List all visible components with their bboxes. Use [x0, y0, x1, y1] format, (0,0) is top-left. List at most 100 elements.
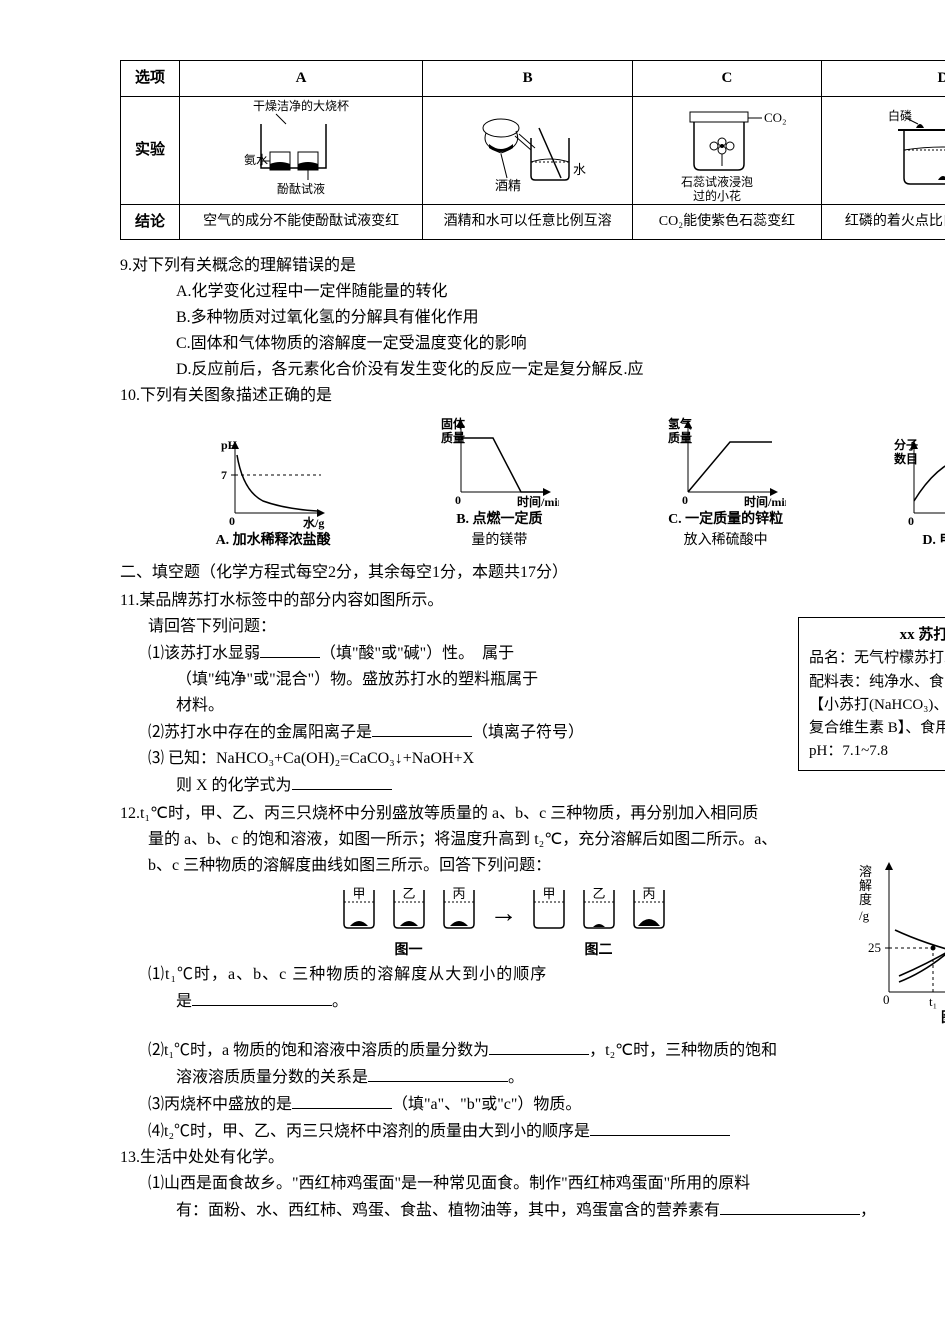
q9-optA: A.化学变化过程中一定伴随能量的转化 — [120, 280, 945, 304]
box-l1: 品名：无气柠檬苏打水饮料 — [809, 647, 945, 670]
tbl-col-D: D — [821, 61, 945, 97]
svg-text:甲: 甲 — [352, 886, 365, 901]
q9-stem: 9.对下列有关概念的理解错误的是 — [120, 254, 945, 278]
svg-text:/g: /g — [859, 908, 870, 923]
q12-p4: ⑷t₂℃时，甲、乙、丙三只烧杯中溶剂的质量由大到小的顺序是 — [120, 1119, 945, 1144]
svg-text:解: 解 — [859, 878, 872, 893]
box-l3: 【小苏打(NaHCO₃)、维生素 C、 — [809, 694, 945, 717]
q9-optD: D.反应前后，各元素化合价没有发生变化的反应一定是复分解反.应 — [120, 358, 945, 382]
blank[interactable] — [192, 989, 332, 1006]
svg-text:丙: 丙 — [452, 886, 465, 901]
lbl-C-flower2: 过的小花 — [693, 188, 741, 203]
exp-B-cell: 酒精 水 — [423, 96, 633, 204]
svg-text:0: 0 — [883, 992, 890, 1007]
chartB-yl1: 固体 — [441, 416, 466, 431]
svg-text:度: 度 — [859, 892, 872, 907]
blank[interactable] — [260, 641, 320, 658]
concl-A: 空气的成分不能使酚酞试液变红 — [180, 204, 423, 240]
section2-head: 二、填空题（化学方程式每空2分，其余每空1分，本题共17分） — [120, 561, 945, 585]
blank[interactable] — [292, 773, 392, 790]
svg-text:0: 0 — [908, 514, 914, 528]
svg-text:乙: 乙 — [592, 886, 605, 901]
chartB-cap1: B. 点燃一定质 — [456, 509, 542, 530]
q12-p2: ⑵t₁℃时，a 物质的饱和溶液中溶质的质量分数为，t₂℃时，三种物质的饱和 — [120, 1038, 945, 1063]
exp-C-cell: CO₂ 石蕊试液浸泡 过的小花 — [633, 96, 822, 204]
q12-t1: t₁ — [929, 994, 937, 1009]
q10-charts-row: 7 pH 水/g 0 A. 加水稀释浓盐酸 固体 质量 时间/min 0 B. … — [160, 414, 945, 551]
q12-p2c: 溶液溶质质量分数的关系是。 — [120, 1065, 945, 1090]
lbl-C-flower1: 石蕊试液浸泡 — [681, 174, 753, 189]
q9-optB: B.多种物质对过氧化氢的分解具有催化作用 — [120, 306, 945, 330]
blank[interactable] — [720, 1198, 860, 1215]
fig3-label: 图三 — [941, 1010, 945, 1024]
chartC-cap2: 放入稀硫酸中 — [684, 530, 768, 551]
svg-text:丙: 丙 — [642, 886, 655, 901]
lbl-D-whiteP: 白磷 — [888, 108, 912, 123]
q12-ytick: 25 — [868, 940, 881, 955]
q8-options-table: 选项 A B C D 实验 干燥洁净的大烧杯 氨水 — [120, 60, 945, 240]
chartC-xlabel: 时间/min — [744, 494, 786, 509]
tbl-hdr-concl: 结论 — [121, 204, 180, 240]
lbl-A-phenol: 酚酞试液 — [277, 181, 325, 196]
lbl-B-water: 水 — [573, 162, 586, 177]
concl-B: 酒精和水可以任意比例互溶 — [423, 204, 633, 240]
chart-A: 7 pH 水/g 0 A. 加水稀释浓盐酸 — [213, 435, 333, 551]
concl-D: 红磷的着火点比白磷的着火点高 — [821, 204, 945, 240]
blank[interactable] — [489, 1038, 589, 1055]
blank[interactable] — [368, 1065, 508, 1082]
q11-label-box: xx 苏打水 品名：无气柠檬苏打水饮料 配料表：纯净水、食品添加剂 【小苏打(N… — [798, 617, 945, 771]
svg-text:0: 0 — [455, 493, 461, 507]
fig2-label: 图二 — [585, 940, 613, 961]
exp-D-cell: 白磷 红磷 热水 白磷 — [821, 96, 945, 204]
q13-p1a: ⑴山西是面食故乡。"西红柿鸡蛋面"是一种常见面食。制作"西红柿鸡蛋面"所用的原料 — [120, 1172, 945, 1196]
chartA-ytick: 7 — [221, 468, 227, 482]
svg-text:0: 0 — [229, 514, 235, 528]
q12-stem2: 量的 a、b、c 的饱和溶液，如图一所示；将温度升高到 t₂℃，充分溶解后如图二… — [120, 828, 945, 852]
tbl-col-C: C — [633, 61, 822, 97]
q12-p1a: ⑴t₁℃时，a、b、c 三种物质的溶解度从大到小的顺序 — [120, 963, 945, 987]
tbl-col-B: B — [423, 61, 633, 97]
chartC-yl1: 氢气 — [668, 416, 692, 431]
q11-stem: 11.某品牌苏打水标签中的部分内容如图所示。 — [120, 589, 945, 613]
q13-p1b: 有：面粉、水、西红柿、鸡蛋、食盐、植物油等，其中，鸡蛋富含的营养素有， — [120, 1198, 945, 1223]
q12-stem1: 12.t₁℃时，甲、乙、丙三只烧杯中分别盛放等质量的 a、b、c 三种物质，再分… — [120, 802, 945, 826]
lbl-A-beaker: 干燥洁净的大烧杯 — [253, 98, 349, 113]
box-l5: pH：7.1~7.8 — [809, 740, 945, 763]
box-title: xx 苏打水 — [809, 624, 945, 647]
blank[interactable] — [372, 720, 472, 737]
chartC-cap1: C. 一定质量的锌粒 — [668, 509, 783, 530]
exp-A-cell: 干燥洁净的大烧杯 氨水 酚酞试液 — [180, 96, 423, 204]
svg-text:溶: 溶 — [859, 864, 872, 879]
q13-stem: 13.生活中处处有化学。 — [120, 1146, 945, 1170]
q9-optC: C.固体和气体物质的溶解度一定受温度变化的影响 — [120, 332, 945, 356]
chartA-ylabel: pH — [221, 438, 238, 452]
lbl-B-alcohol: 酒精 — [495, 178, 521, 193]
chartB-cap2: 量的镁带 — [471, 530, 527, 551]
chartB-xlabel: 时间/min — [517, 494, 559, 509]
svg-text:甲: 甲 — [542, 886, 555, 901]
blank[interactable] — [590, 1119, 730, 1136]
svg-text:0: 0 — [682, 493, 688, 507]
blank[interactable] — [292, 1092, 392, 1109]
chartD-yl1: 分子 — [894, 437, 918, 452]
chartA-xlabel: 水/g — [303, 515, 324, 530]
q12-beaker-row: 甲 乙 丙 图一 → 甲 乙 丙 图二 — [160, 884, 847, 961]
q10-stem: 10.下列有关图象描述正确的是 — [120, 384, 945, 408]
tbl-hdr-option: 选项 — [121, 61, 180, 97]
q12-p3: ⑶丙烧杯中盛放的是（填"a"、"b"或"c"）物质。 — [120, 1092, 945, 1117]
concl-C: CO₂能使紫色石蕊变红 — [633, 204, 822, 240]
q11-p3b: 则 X 的化学式为 — [120, 773, 945, 798]
svg-text:乙: 乙 — [402, 886, 415, 901]
tbl-hdr-exp: 实验 — [121, 96, 180, 204]
chart-C: 氢气 质量 时间/min 0 C. 一定质量的锌粒 放入稀硫酸中 — [666, 414, 786, 551]
chartD-yl2: 数目 — [894, 451, 918, 466]
chartA-cap1: A. 加水稀释浓盐酸 — [216, 530, 331, 551]
box-l2: 配料表：纯净水、食品添加剂 — [809, 671, 945, 694]
box-l4: 复合维生素 B】、食用香精 — [809, 717, 945, 740]
chart-B: 固体 质量 时间/min 0 B. 点燃一定质 量的镁带 — [439, 414, 559, 551]
lbl-C-co2: CO₂ — [764, 110, 787, 125]
chartC-yl2: 质量 — [668, 430, 692, 445]
chartD-cap1: D. 电解水 — [922, 530, 945, 551]
tbl-col-A: A — [180, 61, 423, 97]
fig1-label: 图一 — [395, 940, 423, 961]
